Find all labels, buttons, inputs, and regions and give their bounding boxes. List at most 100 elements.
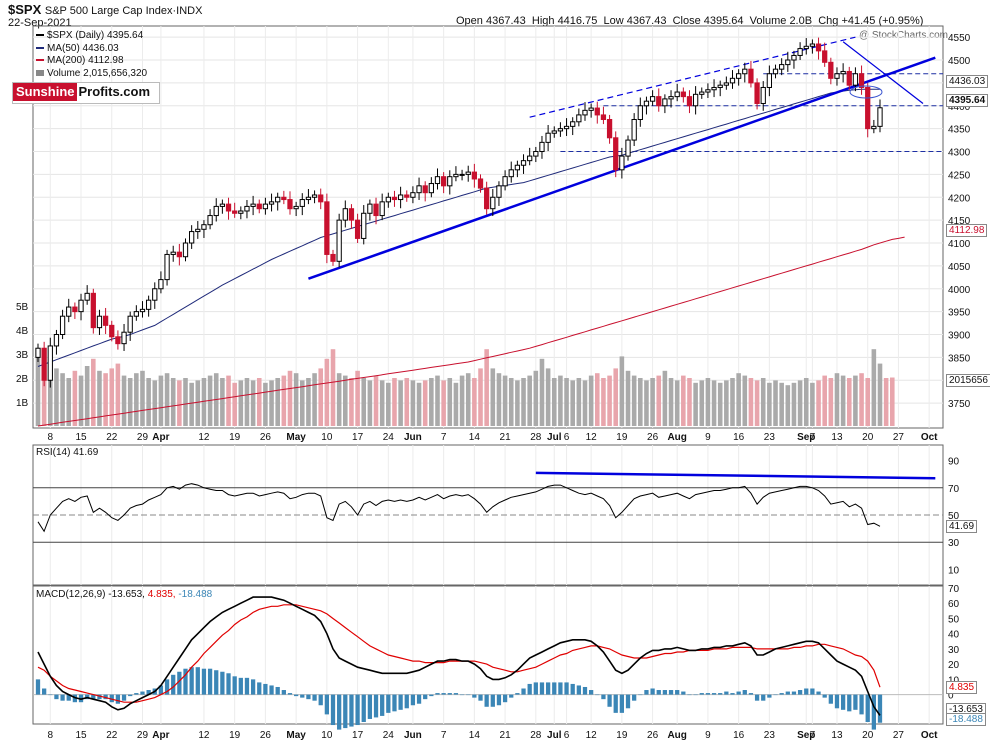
x-tick-label: 8	[48, 730, 54, 741]
macd-histogram-bar	[693, 694, 698, 696]
candle-body	[496, 185, 502, 198]
macd-histogram-bar	[521, 688, 526, 695]
volume-bar	[201, 378, 207, 426]
x-tick-label: 16	[733, 730, 745, 741]
macd-histogram-bar	[164, 679, 170, 695]
macd-histogram-bar	[367, 694, 373, 719]
volume-bar	[576, 378, 582, 426]
candle-body	[281, 196, 287, 201]
x-tick-label: 19	[616, 730, 628, 741]
volume-bar	[859, 373, 864, 426]
candle-body	[619, 155, 625, 171]
macd-histogram-bar	[386, 694, 391, 713]
volume-bar	[324, 358, 330, 426]
macd-histogram-bar	[502, 694, 508, 703]
macd-histogram-bar	[527, 683, 532, 695]
candle-body	[90, 292, 96, 329]
volume-tick-label: 2B	[16, 374, 29, 385]
candle-body	[594, 107, 600, 116]
volume-bar	[121, 375, 127, 426]
candle-body	[637, 105, 643, 120]
candle-body	[809, 43, 816, 47]
candle-body	[78, 299, 84, 313]
macd-histogram-bar	[515, 693, 520, 695]
candle-body	[244, 205, 250, 212]
chg-value: +41.45 (+0.95%)	[841, 15, 924, 27]
ma50-box-text: 4436.03	[949, 76, 986, 87]
macd-histogram-bar	[877, 694, 883, 723]
macd-histogram-bar	[773, 694, 778, 696]
candle-body	[201, 224, 207, 230]
volume-bar	[48, 363, 53, 426]
macd-series	[37, 596, 881, 716]
candle-body	[250, 203, 256, 207]
macd-histogram-bar	[705, 693, 711, 695]
volume-bar	[465, 373, 471, 426]
candle-body	[96, 315, 103, 329]
x-tick-label: Apr	[152, 730, 169, 741]
macd-histogram-bar	[97, 694, 102, 700]
candle-body	[158, 279, 164, 290]
legend-ma200-swatch	[36, 59, 44, 62]
legend-ma200-text: MA(200) 4112.98	[47, 55, 124, 66]
volume-bar	[644, 380, 649, 426]
volume-value-box: 2015656	[946, 374, 990, 387]
x-tick-label: Oct	[921, 432, 938, 443]
macd-histogram-bar	[539, 682, 545, 695]
candle-body	[705, 89, 711, 93]
rsi-value-box: 41.69	[946, 520, 978, 533]
volume-bar	[146, 378, 151, 426]
volume-bar	[269, 380, 274, 426]
x-tick-label: Jun	[404, 730, 422, 741]
candle-body	[742, 68, 748, 75]
price-tick-label: 4300	[948, 148, 971, 159]
candle-body	[471, 171, 478, 180]
macd-histogram-bar	[214, 670, 219, 695]
x-tick-label: 9	[705, 730, 711, 741]
candle-body	[219, 203, 226, 207]
candle-body	[668, 96, 674, 100]
macd-histogram-bar	[638, 694, 643, 696]
macd-histogram-bar	[103, 694, 108, 700]
open-label: Open	[456, 15, 483, 27]
candle-body	[803, 45, 809, 50]
candle-body	[840, 70, 846, 75]
candle-body	[207, 215, 213, 226]
volume-bar	[41, 349, 47, 426]
volume-bar	[60, 373, 65, 426]
x-tick-label: 6	[564, 730, 570, 741]
volume-bar	[66, 378, 72, 426]
macd-histogram-bar	[736, 691, 741, 695]
macd-histogram-bar	[668, 690, 674, 695]
macd-histogram-bar	[306, 694, 311, 700]
volume-tick-label: 5B	[16, 302, 29, 313]
macd-tick-label: 70	[948, 584, 960, 595]
volume-bar	[607, 375, 612, 426]
rsi-series	[37, 483, 881, 533]
macd-histogram-bar	[625, 694, 631, 709]
volume-bar	[754, 380, 760, 426]
macd-histogram-bar	[189, 667, 194, 695]
volume-bar	[508, 378, 514, 426]
x-tick-label: 29	[137, 432, 149, 443]
x-tick-label: 28	[530, 432, 542, 443]
candle-body	[330, 253, 336, 262]
volume-bar	[115, 363, 121, 426]
macd-tick-label: 40	[948, 630, 960, 641]
candle-body	[293, 205, 299, 210]
ma200-value-box: 4112.98	[946, 224, 988, 237]
candle-body	[656, 96, 662, 107]
legend-ma50-swatch	[36, 46, 44, 49]
rsi-trendline	[535, 471, 936, 480]
volume-bar	[78, 375, 84, 426]
volume-bar	[656, 375, 662, 426]
volume-bar	[674, 380, 680, 426]
candle-body	[551, 130, 557, 134]
x-tick-label: 7	[810, 432, 816, 443]
x-tick-label: Sep	[797, 730, 815, 741]
candle-body	[674, 91, 680, 98]
volume-bar	[103, 373, 108, 426]
macd-signal-box: 4.835	[946, 681, 978, 694]
macd-histogram-bar	[607, 694, 612, 707]
candle-body	[631, 118, 637, 141]
